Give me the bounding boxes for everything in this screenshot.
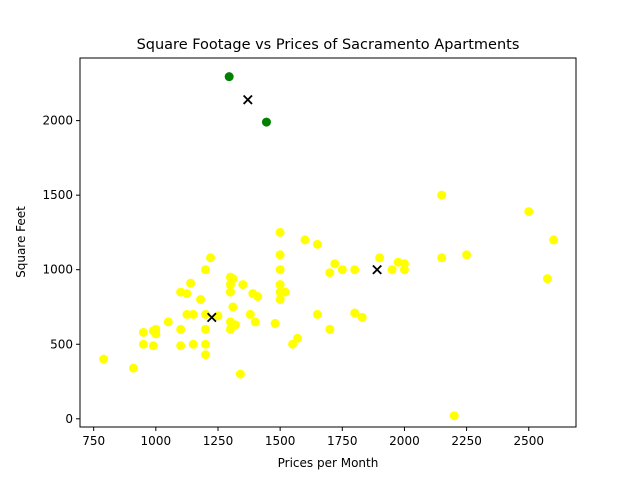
data-point-yellow (228, 302, 238, 312)
data-point-yellow (253, 292, 263, 302)
y-axis-ticks: 0 500 1000 1500 2000 (42, 114, 80, 426)
data-point-yellow (163, 317, 173, 327)
data-point-yellow (280, 287, 290, 297)
data-point-green (224, 72, 234, 82)
data-point-yellow (350, 308, 360, 318)
data-point-yellow (337, 265, 347, 275)
data-point-yellow (182, 309, 192, 319)
data-point-yellow (375, 253, 385, 263)
data-point-yellow (325, 268, 335, 278)
data-point-yellow (449, 411, 459, 421)
data-point-yellow (188, 339, 198, 349)
data-point-yellow (357, 312, 367, 322)
data-point-yellow (245, 309, 255, 319)
plot-area (80, 58, 576, 427)
x-tick-label: 2250 (451, 434, 482, 448)
plot-frame (79, 57, 577, 428)
data-point-yellow (128, 363, 138, 373)
data-point-x-marker (242, 94, 253, 105)
data-point-yellow (275, 280, 285, 290)
data-point-yellow (325, 324, 335, 334)
data-point-yellow (312, 239, 322, 249)
data-point-yellow (293, 333, 303, 343)
data-point-yellow (399, 265, 409, 275)
data-marks (99, 72, 559, 421)
data-point-yellow (300, 235, 310, 245)
y-axis-label: Square Feet (14, 206, 28, 278)
data-point-yellow (238, 280, 248, 290)
data-point-yellow (182, 289, 192, 299)
data-point-x-marker (372, 264, 382, 275)
x-axis-label: Prices per Month (278, 456, 379, 470)
data-point-yellow (228, 274, 238, 284)
data-point-yellow (99, 354, 109, 364)
data-point-yellow (176, 341, 186, 351)
data-point-yellow (213, 311, 223, 321)
data-point-yellow (437, 253, 447, 263)
x-axis-ticks: 750 1000 1250 1500 1750 2000 2250 2500 (82, 427, 544, 448)
data-point-yellow (437, 190, 447, 200)
data-point-yellow (549, 235, 559, 245)
data-point-yellow (225, 287, 235, 297)
data-point-yellow (201, 309, 211, 319)
data-point-yellow (186, 278, 196, 288)
data-point-yellow (206, 253, 216, 263)
data-point-yellow (462, 250, 472, 260)
data-point-yellow (138, 327, 148, 337)
x-tick-label: 1750 (327, 434, 358, 448)
x-tick-label: 1000 (141, 434, 172, 448)
x-tick-label: 2500 (513, 434, 544, 448)
x-tick-label: 1500 (265, 434, 296, 448)
data-point-yellow (138, 339, 148, 349)
data-point-yellow (250, 317, 260, 327)
x-tick-label: 2000 (389, 434, 420, 448)
data-point-yellow (275, 250, 285, 260)
data-point-yellow (201, 265, 211, 275)
data-point-yellow (235, 369, 245, 379)
data-point-yellow (196, 295, 206, 305)
data-point-yellow (201, 339, 211, 349)
data-point-yellow (176, 324, 186, 334)
data-point-yellow (151, 329, 161, 339)
data-point-yellow (188, 309, 198, 319)
data-point-yellow (275, 265, 285, 275)
data-point-yellow (201, 350, 211, 360)
y-tick-label: 2000 (42, 114, 73, 128)
y-tick-label: 1500 (42, 188, 73, 202)
data-point-yellow (312, 309, 322, 319)
data-point-yellow (387, 265, 397, 275)
data-point-yellow (275, 295, 285, 305)
data-point-x-marker (206, 312, 217, 323)
data-point-yellow (201, 324, 211, 334)
chart-title: Square Footage vs Prices of Sacramento A… (137, 37, 520, 53)
data-point-yellow (350, 265, 360, 275)
data-point-yellow (275, 227, 285, 237)
x-tick-label: 1250 (203, 434, 234, 448)
y-tick-label: 500 (50, 337, 73, 351)
data-point-green (261, 117, 271, 127)
data-point-yellow (270, 318, 280, 328)
data-point-yellow (230, 320, 240, 330)
y-tick-label: 1000 (42, 263, 73, 277)
y-tick-label: 0 (65, 412, 73, 426)
data-point-yellow (330, 259, 340, 269)
data-point-yellow (148, 341, 158, 351)
data-point-yellow (542, 274, 552, 284)
x-tick-label: 750 (82, 434, 105, 448)
data-point-yellow (288, 339, 298, 349)
data-point-yellow (524, 207, 534, 217)
